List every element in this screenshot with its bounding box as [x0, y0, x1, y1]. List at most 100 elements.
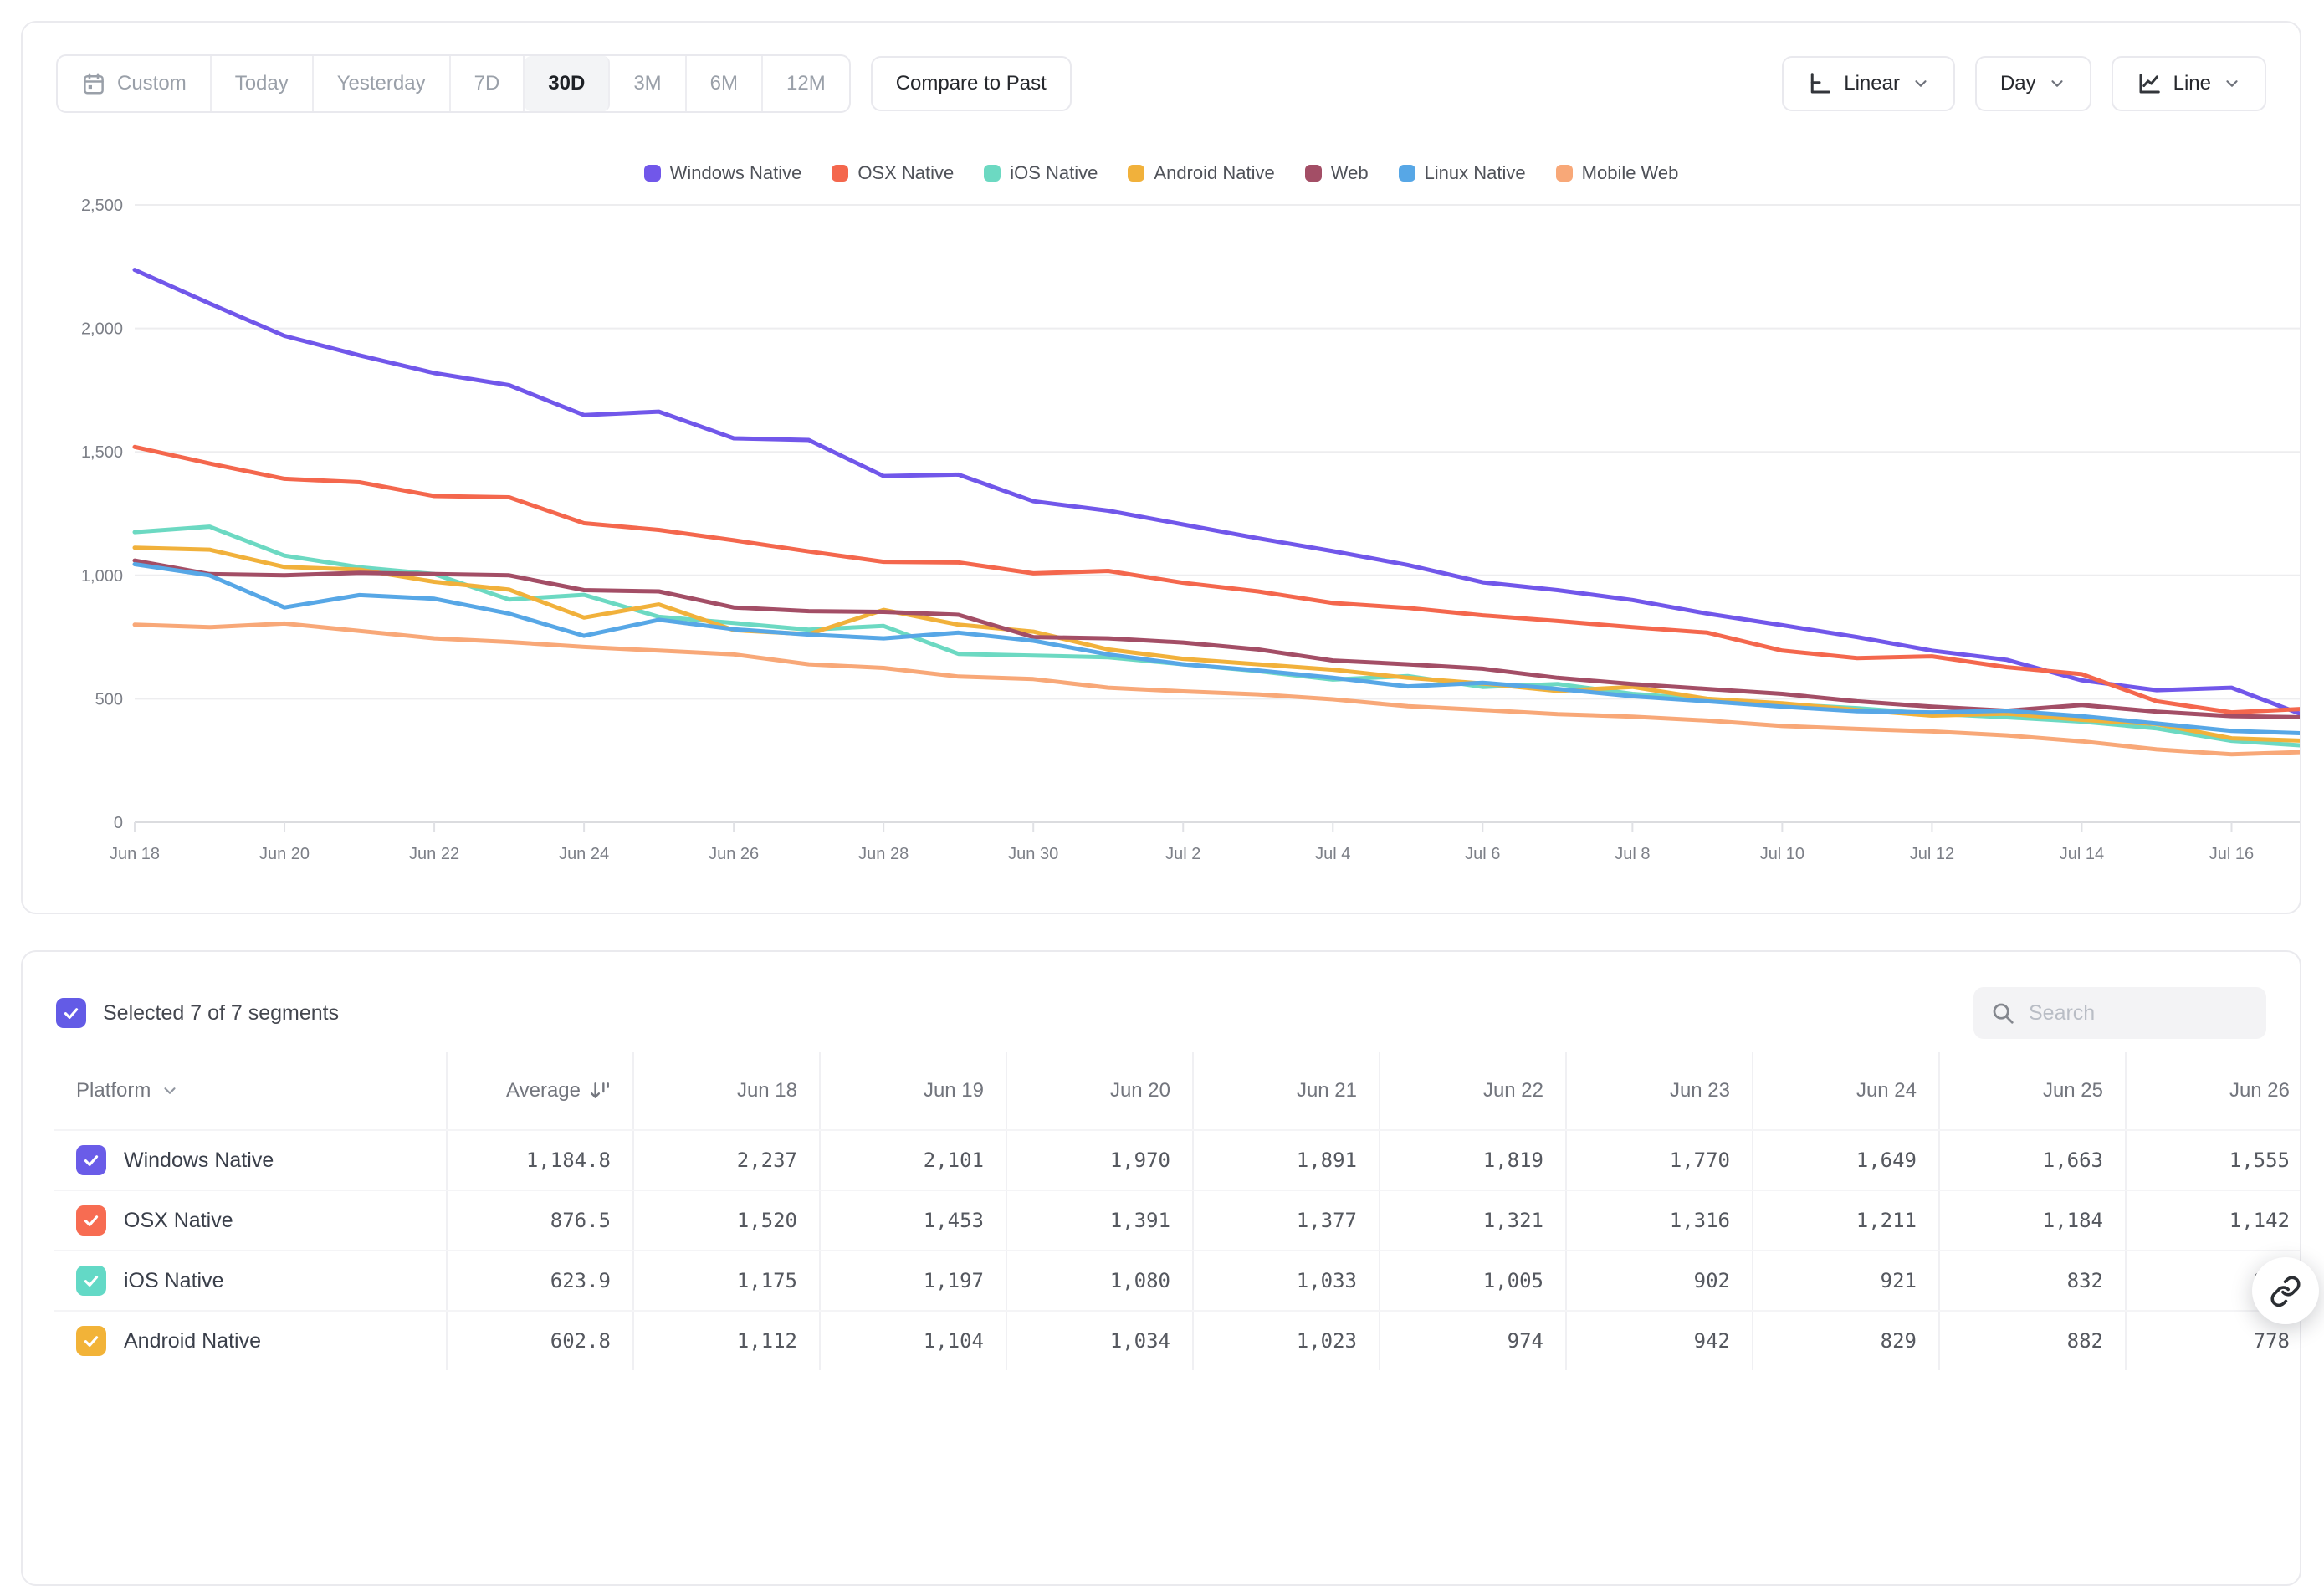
series-line-linux-native[interactable]	[132, 562, 2301, 735]
select-all-checkbox[interactable]	[56, 998, 86, 1028]
search-input[interactable]	[2027, 1000, 2250, 1026]
scale-dropdown[interactable]: Linear	[1782, 56, 1955, 111]
legend-label: Linux Native	[1424, 162, 1526, 183]
day-value: 1,112	[632, 1312, 819, 1370]
range-12m[interactable]: 12M	[763, 56, 849, 111]
day-value: 1,453	[819, 1191, 1006, 1250]
segments-header: Selected 7 of 7 segments	[56, 985, 2266, 1041]
column-header-jun-22[interactable]: Jun 22	[1379, 1052, 1565, 1129]
y-axis-label: 500	[95, 690, 123, 709]
segment-checkbox-android-native[interactable]	[76, 1326, 106, 1356]
range-label: 3M	[633, 72, 662, 95]
compare-to-past-button[interactable]: Compare to Past	[870, 56, 1072, 111]
average-value: 602.8	[446, 1312, 632, 1370]
day-value: 1,080	[1006, 1251, 1192, 1310]
legend-ios-native[interactable]: iOS Native	[984, 162, 1098, 184]
column-header-jun-23[interactable]: Jun 23	[1565, 1052, 1752, 1129]
chart-type-label: Line	[2173, 72, 2211, 95]
range-custom[interactable]: Custom	[58, 56, 212, 111]
legend-label: iOS Native	[1010, 162, 1098, 183]
day-value: 1,970	[1006, 1131, 1192, 1190]
x-axis-label: Jul 6	[1465, 845, 1500, 863]
legend-linux-native[interactable]: Linux Native	[1398, 162, 1526, 184]
legend-label: Windows Native	[669, 162, 802, 183]
series-line-web[interactable]	[132, 558, 2301, 719]
column-header-label: Jun 23	[1669, 1079, 1730, 1102]
range-label: Today	[234, 72, 289, 95]
column-header-average[interactable]: Average	[446, 1052, 632, 1129]
column-header-jun-20[interactable]: Jun 20	[1006, 1052, 1192, 1129]
sort-descending-icon	[589, 1080, 611, 1102]
day-value: 1,197	[819, 1251, 1006, 1310]
scale-label: Linear	[1844, 72, 1900, 95]
legend-swatch	[984, 165, 1001, 182]
day-value: 1,377	[1192, 1191, 1379, 1250]
share-link-button[interactable]	[2252, 1257, 2319, 1324]
legend-android-native[interactable]: Android Native	[1128, 162, 1275, 184]
segment-label: Android Native	[124, 1328, 261, 1353]
column-header-jun-18[interactable]: Jun 18	[632, 1052, 819, 1129]
day-value: 1,819	[1379, 1131, 1565, 1190]
interval-label: Day	[1999, 72, 2036, 95]
column-header-jun-19[interactable]: Jun 19	[819, 1052, 1006, 1129]
range-today[interactable]: Today	[212, 56, 314, 111]
x-axis-label: Jul 4	[1315, 845, 1350, 863]
column-header-platform[interactable]: Platform	[54, 1052, 446, 1129]
range-yesterday[interactable]: Yesterday	[314, 56, 451, 111]
legend-windows-native[interactable]: Windows Native	[643, 162, 802, 184]
x-axis-label: Jun 28	[858, 845, 909, 863]
day-value: 1,663	[1938, 1131, 2125, 1190]
legend-label: Web	[1330, 162, 1369, 183]
legend-mobile-web[interactable]: Mobile Web	[1555, 162, 1678, 184]
range-label: 6M	[709, 72, 738, 95]
column-header-jun-24[interactable]: Jun 24	[1752, 1052, 1938, 1129]
segment-checkbox-ios-native[interactable]	[76, 1266, 106, 1296]
range-7d[interactable]: 7D	[451, 56, 525, 111]
day-value: 829	[1752, 1312, 1938, 1370]
legend-swatch	[1128, 165, 1145, 182]
average-value: 876.5	[446, 1191, 632, 1250]
segment-label: iOS Native	[124, 1268, 224, 1292]
chart-card: Custom Today Yesterday 7D 30D 3M 6M 12M Compare…	[21, 21, 2301, 914]
range-6m[interactable]: 6M	[687, 56, 763, 111]
chart-options: Linear Day Line	[1782, 56, 2266, 111]
series-line-mobile-web[interactable]	[132, 621, 2301, 757]
range-label: 30D	[548, 72, 586, 95]
segment-label: OSX Native	[124, 1208, 233, 1232]
series-line-osx-native[interactable]	[132, 444, 2301, 715]
legend-label: Android Native	[1154, 162, 1275, 183]
column-header-label: Jun 25	[2042, 1079, 2103, 1102]
x-axis-label: Jul 2	[1165, 845, 1200, 863]
segment-checkbox-osx-native[interactable]	[76, 1205, 106, 1236]
legend-web[interactable]: Web	[1304, 162, 1369, 184]
axis-scale-icon	[1807, 71, 1832, 96]
y-axis-label: 1,000	[81, 567, 123, 586]
y-axis-label: 0	[114, 814, 123, 832]
series-line-android-native[interactable]	[132, 545, 2301, 743]
column-header-jun-26[interactable]: Jun 26	[2125, 1052, 2300, 1129]
x-axis-label: Jun 26	[709, 845, 759, 863]
average-value: 1,184.8	[446, 1131, 632, 1190]
y-axis-label: 1,500	[81, 443, 123, 462]
day-value: 974	[1379, 1312, 1565, 1370]
chevron-down-icon	[2223, 74, 2241, 93]
interval-dropdown[interactable]: Day	[1974, 56, 2091, 111]
segment-checkbox-windows-native[interactable]	[76, 1145, 106, 1175]
series-line-windows-native[interactable]	[132, 268, 2301, 717]
column-header-jun-25[interactable]: Jun 25	[1938, 1052, 2125, 1129]
legend-label: OSX Native	[857, 162, 955, 183]
legend-osx-native[interactable]: OSX Native	[832, 162, 954, 184]
range-30d[interactable]: 30D	[525, 56, 611, 111]
day-value: 1,104	[819, 1312, 1006, 1370]
table-header-row: Platform Average Jun 18 Jun 19 Jun 20 Jun 21 J…	[54, 1052, 2300, 1129]
search-box	[1973, 987, 2266, 1039]
range-3m[interactable]: 3M	[610, 56, 687, 111]
range-label: 7D	[474, 72, 500, 95]
column-header-jun-21[interactable]: Jun 21	[1192, 1052, 1379, 1129]
chart-type-dropdown[interactable]: Line	[2111, 56, 2266, 111]
day-value: 1,520	[632, 1191, 819, 1250]
day-value: 1,005	[1379, 1251, 1565, 1310]
platform-cell: OSX Native	[54, 1191, 446, 1250]
search-icon	[1990, 1000, 2015, 1026]
y-axis-label: 2,500	[81, 197, 123, 215]
